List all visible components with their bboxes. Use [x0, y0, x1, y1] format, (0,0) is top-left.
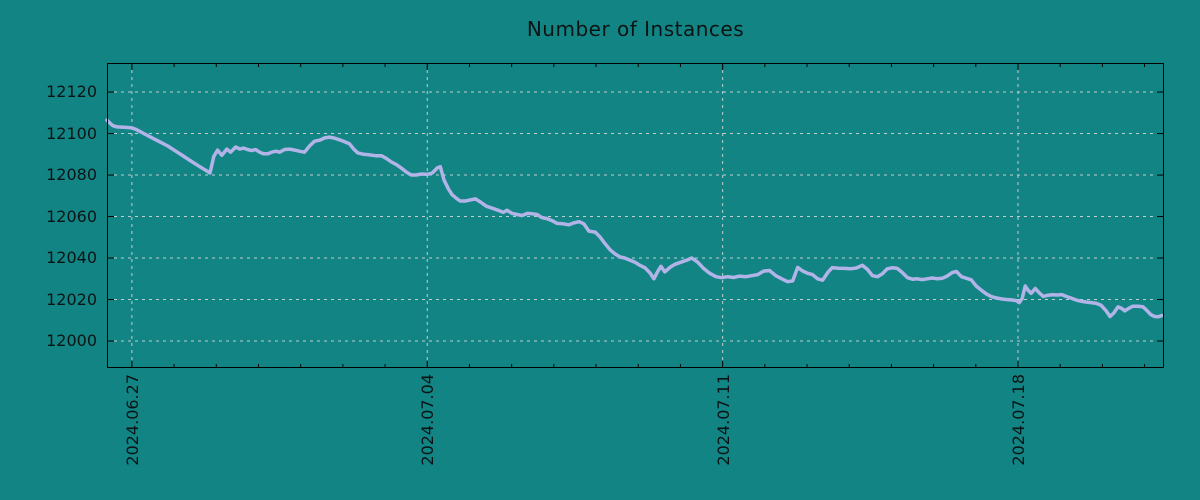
y-tick-label: 12000 — [46, 331, 97, 351]
y-tick-label: 12060 — [46, 206, 97, 226]
x-tick-label: 2024.06.27 — [122, 374, 142, 466]
y-tick-label: 12080 — [46, 165, 97, 185]
y-tick-label: 12040 — [46, 248, 97, 268]
chart-svg — [105, 63, 1164, 368]
plot-area — [105, 63, 1164, 368]
x-tick-label: 2024.07.11 — [713, 374, 733, 466]
y-tick-label: 12100 — [46, 123, 97, 143]
plot-border — [107, 63, 1164, 368]
x-tick-label: 2024.07.18 — [1009, 374, 1028, 466]
y-tick-label: 12020 — [46, 289, 97, 309]
series-line — [105, 118, 1164, 319]
chart-title: Number of Instances — [526, 17, 745, 41]
x-tick-label: 2024.07.04 — [418, 374, 438, 466]
y-tick-label: 12120 — [46, 82, 97, 102]
